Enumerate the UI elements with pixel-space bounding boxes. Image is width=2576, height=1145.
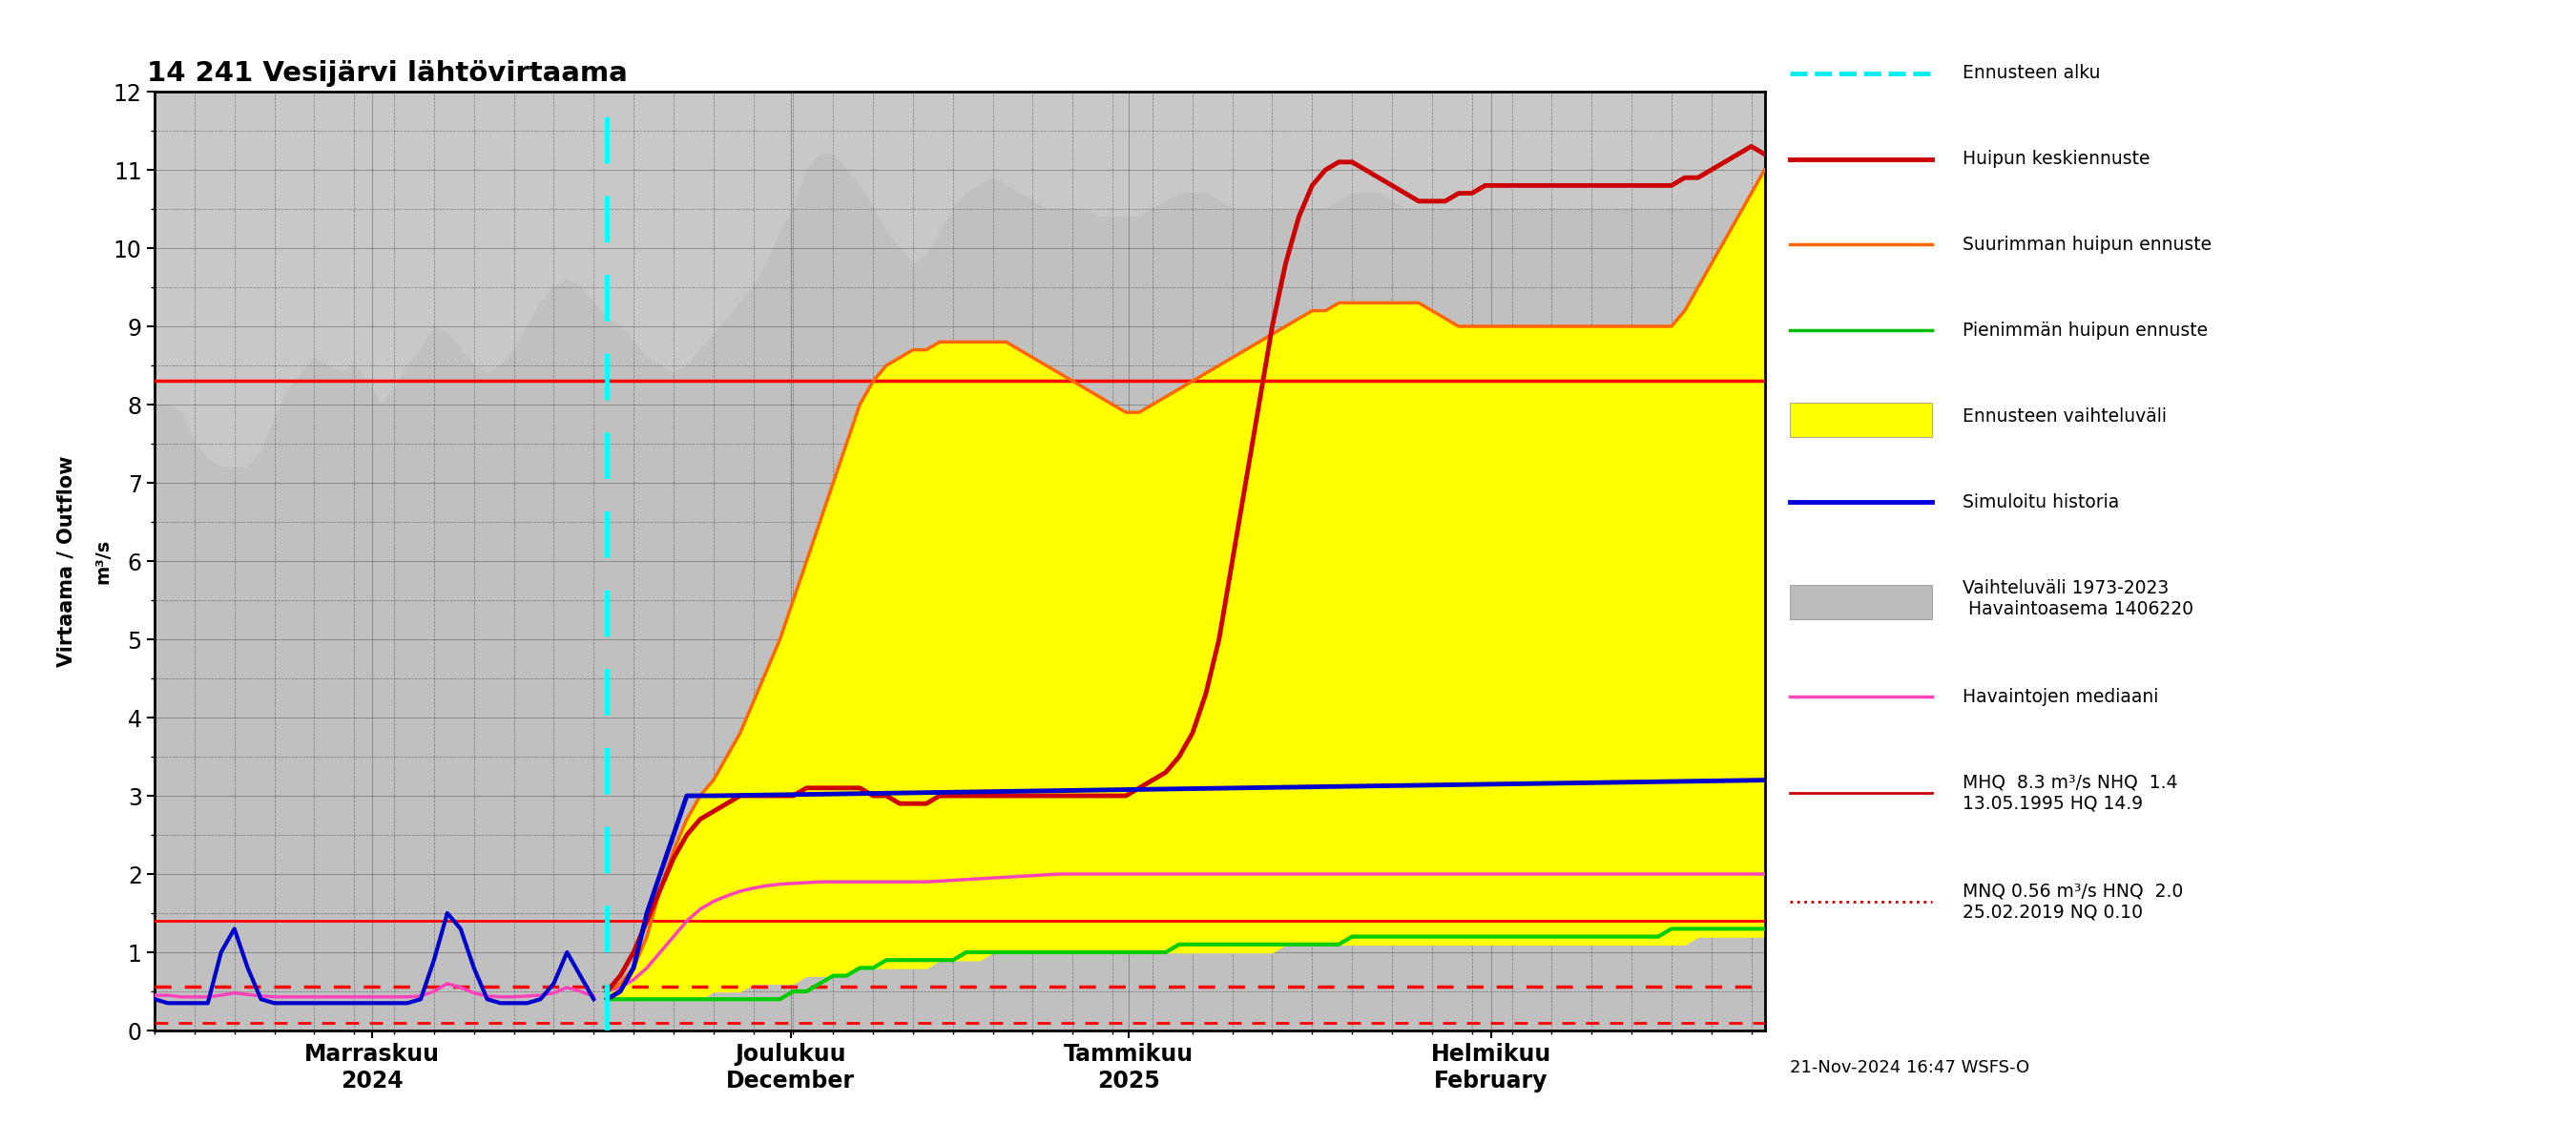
Text: Simuloitu historia: Simuloitu historia bbox=[1963, 493, 2120, 512]
Text: Huipun keskiennuste: Huipun keskiennuste bbox=[1963, 150, 2151, 168]
Text: MHQ  8.3 m³/s NHQ  1.4
13.05.1995 HQ 14.9: MHQ 8.3 m³/s NHQ 1.4 13.05.1995 HQ 14.9 bbox=[1963, 774, 2179, 813]
Text: Virtaama / Outflow: Virtaama / Outflow bbox=[57, 456, 75, 666]
Text: Suurimman huipun ennuste: Suurimman huipun ennuste bbox=[1963, 236, 2213, 254]
Text: m³/s: m³/s bbox=[93, 538, 113, 584]
Text: 21-Nov-2024 16:47 WSFS-O: 21-Nov-2024 16:47 WSFS-O bbox=[1790, 1059, 2030, 1076]
Text: Havaintojen mediaani: Havaintojen mediaani bbox=[1963, 688, 2159, 706]
Text: MNQ 0.56 m³/s HNQ  2.0
25.02.2019 NQ 0.10: MNQ 0.56 m³/s HNQ 2.0 25.02.2019 NQ 0.10 bbox=[1963, 883, 2184, 922]
Text: Ennusteen alku: Ennusteen alku bbox=[1963, 64, 2102, 82]
Text: 14 241 Vesijärvi lähtövirtaama: 14 241 Vesijärvi lähtövirtaama bbox=[147, 60, 626, 87]
Text: Vaihteluväli 1973-2023
 Havaintoasema 1406220: Vaihteluväli 1973-2023 Havaintoasema 140… bbox=[1963, 579, 2195, 618]
Text: Ennusteen vaihteluväli: Ennusteen vaihteluväli bbox=[1963, 408, 2166, 426]
Text: Pienimmän huipun ennuste: Pienimmän huipun ennuste bbox=[1963, 322, 2208, 340]
